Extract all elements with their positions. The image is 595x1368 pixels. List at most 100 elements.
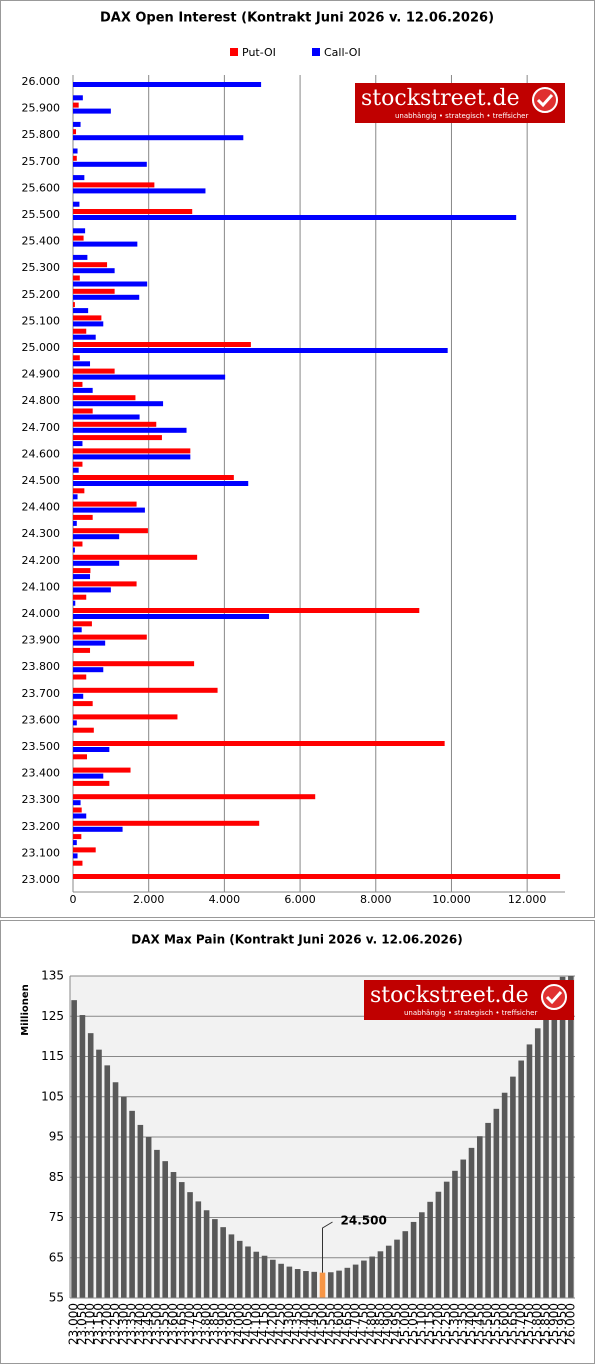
bar	[73, 687, 218, 693]
bar	[394, 1239, 400, 1298]
x-tick-label: 12.000	[508, 893, 547, 906]
bar	[73, 501, 137, 507]
x-tick-label: 23.600	[166, 1303, 180, 1345]
legend-swatch	[312, 48, 320, 56]
bar	[73, 228, 86, 234]
y-tick-label: 25.500	[22, 208, 61, 221]
x-tick-label: 25.300	[447, 1303, 461, 1345]
legend-label: Call-OI	[324, 46, 361, 59]
bar	[369, 1256, 375, 1298]
bar	[73, 262, 108, 268]
bar	[327, 1272, 334, 1298]
bar	[79, 1015, 86, 1298]
x-tick-label: 23.650	[174, 1303, 188, 1345]
bar	[73, 627, 82, 633]
bar	[73, 175, 85, 181]
bar	[104, 1065, 111, 1298]
bar	[73, 321, 104, 327]
bar	[73, 121, 81, 127]
logo-check-mark	[536, 93, 554, 108]
bar	[311, 1271, 318, 1298]
bar	[73, 661, 195, 667]
x-tick-label: 23.050	[75, 1303, 89, 1345]
bar	[73, 560, 120, 566]
bar	[203, 1210, 210, 1298]
y-tick-label: 135	[41, 969, 64, 983]
bar	[73, 507, 145, 513]
bar	[253, 1251, 260, 1298]
bar	[73, 693, 84, 699]
bar	[493, 1108, 500, 1298]
x-tick-label: 23.200	[100, 1303, 114, 1345]
bar	[73, 401, 164, 407]
bar	[377, 1251, 384, 1298]
bar	[460, 1159, 467, 1298]
y-tick-label: 24.100	[22, 580, 61, 593]
bar	[476, 1136, 483, 1298]
y-tick-label: 25.600	[22, 181, 61, 194]
x-tick-label: 0	[70, 893, 77, 906]
logo-check	[541, 984, 567, 1010]
bar	[121, 1096, 127, 1298]
bar	[73, 767, 131, 773]
bar	[73, 754, 88, 760]
x-tick-label: 23.350	[125, 1303, 139, 1345]
x-tick-label: 25.450	[472, 1303, 486, 1345]
x-tick-label: 24.150	[257, 1303, 271, 1345]
bar	[73, 574, 91, 580]
x-tick-label: 23.550	[158, 1303, 172, 1345]
y-tick-label: 25.400	[22, 235, 61, 248]
bar	[73, 727, 94, 733]
x-tick-label: 25.600	[497, 1303, 511, 1345]
bar	[73, 421, 157, 427]
y-tick-label: 125	[41, 1009, 64, 1023]
x-tick-label: 23.950	[224, 1303, 238, 1345]
logo-check-mark	[545, 990, 563, 1005]
bar	[162, 1161, 169, 1298]
bar	[402, 1231, 409, 1298]
bar	[73, 374, 226, 380]
x-tick-label: 23.750	[191, 1303, 205, 1345]
y-tick-label: 23.000	[22, 873, 61, 886]
bar	[419, 1212, 425, 1298]
bar	[73, 155, 77, 161]
x-tick-label: 24.800	[365, 1303, 379, 1345]
y-tick-label: 25.000	[22, 341, 61, 354]
x-tick-label: 24.250	[274, 1303, 288, 1345]
x-tick-label: 24.700	[348, 1303, 362, 1345]
bar	[73, 667, 104, 673]
x-tick-label: 25.000	[398, 1303, 412, 1345]
y-tick-label: 105	[41, 1089, 64, 1103]
bar	[73, 741, 445, 746]
bar	[71, 1000, 77, 1298]
bar	[73, 281, 148, 287]
x-tick-label: 26.000	[563, 1303, 577, 1345]
bar	[73, 308, 89, 314]
bar	[178, 1182, 185, 1298]
x-tick-label: 25.700	[514, 1303, 528, 1345]
bar	[73, 674, 87, 680]
bar	[73, 328, 87, 334]
bar	[278, 1263, 284, 1298]
x-tick-label: 6.000	[284, 893, 316, 906]
bar	[468, 1147, 475, 1298]
bar	[73, 427, 187, 433]
x-tick-label: 23.850	[207, 1303, 221, 1345]
bar	[73, 435, 162, 441]
bar	[518, 1060, 524, 1298]
x-tick-label: 24.850	[373, 1303, 387, 1345]
bar	[73, 780, 110, 786]
bar	[187, 1192, 193, 1298]
x-tick-label: 25.750	[522, 1303, 536, 1345]
bar	[73, 475, 234, 480]
bar	[73, 275, 80, 281]
bar	[73, 268, 115, 274]
y-tick-label: 23.400	[22, 767, 61, 780]
bar	[220, 1227, 226, 1298]
y-tick-label: 25.200	[22, 288, 61, 301]
x-tick-label: 23.100	[83, 1303, 97, 1345]
bar	[73, 581, 137, 587]
bar	[73, 387, 93, 393]
y-tick-label: 23.100	[22, 846, 61, 859]
bar	[73, 108, 111, 114]
